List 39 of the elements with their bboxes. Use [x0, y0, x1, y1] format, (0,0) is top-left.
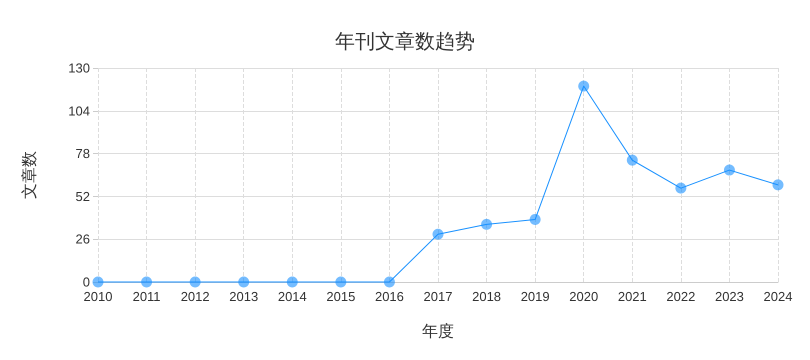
x-tick-label: 2017 [424, 289, 452, 304]
x-tick-label: 2021 [618, 289, 647, 304]
point [530, 214, 541, 225]
y-tick-label: 130 [68, 60, 90, 76]
point [772, 179, 784, 190]
x-tick-label: 2022 [666, 289, 696, 304]
x-tick-label: 2018 [472, 289, 502, 304]
chart-title: 年刊文章数趋势 [335, 29, 475, 53]
point [238, 276, 250, 288]
x-tick-label: 2011 [132, 289, 161, 304]
y-tick-label: 0 [82, 274, 90, 290]
x-tick-label: 2015 [326, 289, 356, 304]
x-tick-label: 2024 [764, 289, 792, 304]
x-tick-label: 2023 [714, 289, 744, 304]
point [724, 164, 735, 176]
point [286, 276, 298, 288]
x-tick-label: 2020 [569, 289, 598, 304]
y-axis-title: 文章数 [20, 151, 38, 199]
point [141, 276, 152, 288]
point [626, 154, 638, 166]
point [432, 228, 444, 240]
x-tick-label: 2016 [374, 289, 404, 304]
y-tick-label: 104 [68, 103, 90, 118]
point [578, 80, 590, 92]
x-tick-label: 2014 [278, 289, 307, 304]
x-axis-title: 年度 [422, 322, 454, 340]
x-tick-label: 2012 [180, 289, 210, 304]
point [384, 276, 395, 288]
point [190, 276, 201, 288]
x-tick-label: 2010 [84, 289, 112, 304]
y-tick-label: 52 [76, 188, 90, 204]
x-tick-label: 2019 [520, 289, 550, 304]
point [675, 182, 686, 194]
x-tick-label: 2013 [229, 289, 258, 304]
point [335, 276, 346, 288]
point [481, 218, 492, 230]
y-tick-label: 26 [76, 232, 90, 247]
point [92, 276, 104, 288]
y-tick-label: 78 [76, 146, 90, 162]
